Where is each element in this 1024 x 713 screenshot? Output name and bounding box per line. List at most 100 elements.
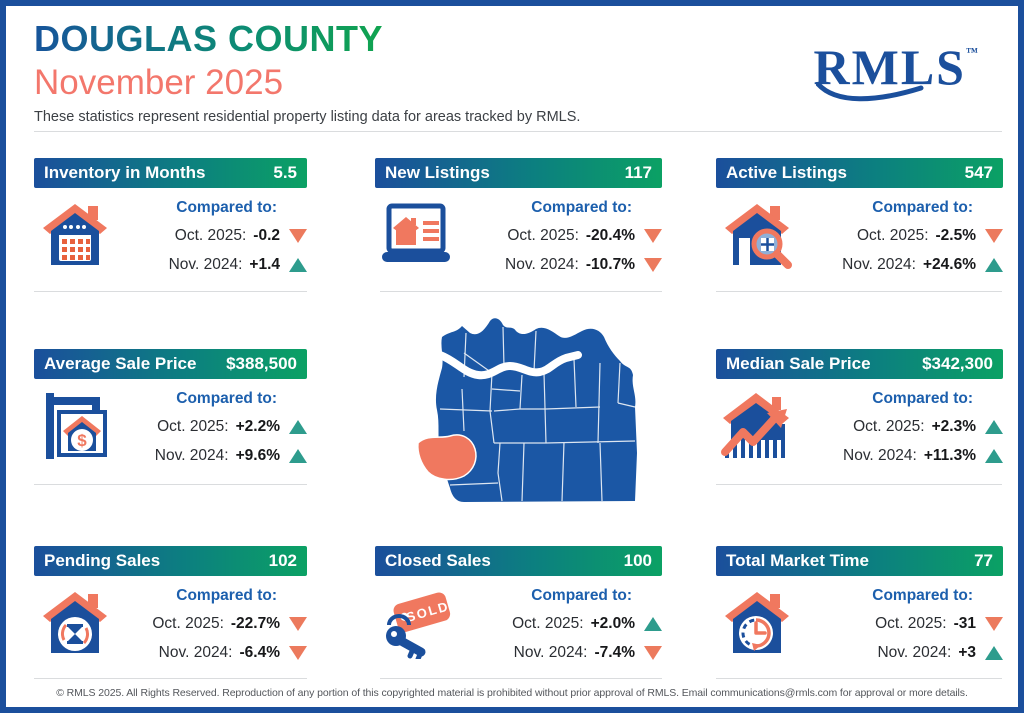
comparison-period: Oct. 2025: [853,418,925,435]
comparison-row: Nov. 2024: +11.3% [800,446,1003,466]
stat-value: $342,300 [922,354,993,373]
douglas-county-highlight [417,434,477,481]
comparison-value: +2.2% [235,418,280,435]
trend-icon [985,617,1003,631]
trend-icon [289,258,307,272]
compared-to-label: Compared to: [176,199,277,216]
comparison-period: Nov. 2024: [168,256,243,273]
comparison-row: Oct. 2025: +2.0% [459,614,662,634]
stat-value: 100 [623,551,652,570]
sale-sign-dollar-icon: $ [34,388,118,467]
comparison-row: Oct. 2025: -31 [800,614,1003,634]
comparison-value: -2.5% [935,227,977,244]
stat-title: Pending Sales [44,551,161,570]
comparison-value: -22.7% [230,615,280,632]
row-divider [34,484,307,485]
compared-to-label: Compared to: [176,587,277,604]
trend-icon [985,258,1003,272]
stat-header-bar: Closed Sales 100 [375,546,662,576]
comparison-row: Nov. 2024: +9.6% [118,446,307,466]
stat-header-bar: Total Market Time 77 [716,546,1003,576]
trend-icon [289,420,307,434]
svg-text:$: $ [77,431,87,450]
comparison-value: -10.7% [585,256,635,273]
stat-header-bar: Median Sale Price $342,300 [716,349,1003,379]
comparison-value: -0.2 [253,227,280,244]
oregon-state-shape [435,318,637,502]
comparison-row: Oct. 2025: +2.3% [800,417,1003,437]
comparison-period: Oct. 2025: [856,227,929,244]
row-divider [716,678,1002,679]
house-clock-icon [716,585,800,664]
stat-title: New Listings [385,163,490,182]
stat-header-bar: Pending Sales 102 [34,546,307,576]
trend-icon [289,229,307,243]
trend-icon [289,617,307,631]
stat-title: Active Listings [726,163,847,182]
comparison-value: +9.6% [235,447,280,464]
comparison-value: +2.0% [590,615,635,632]
page-title: DOUGLAS COUNTY [34,18,383,59]
stat-card-inventory-in-months: Inventory in Months 5.5 [34,158,307,276]
stat-header-bar: New Listings 117 [375,158,662,188]
stat-value: $388,500 [226,354,297,373]
comparison-value: -20.4% [585,227,635,244]
comparison-period: Nov. 2024: [843,447,917,464]
comparison-row: Oct. 2025: -2.5% [800,226,1003,246]
trend-icon [985,229,1003,243]
compared-to-label: Compared to: [872,587,973,604]
comparison-value: +1.4 [249,256,280,273]
stat-card-active-listings: Active Listings 547 Compared to: [716,158,1003,276]
comparison-value: -7.4% [594,644,636,661]
row-divider [34,678,307,679]
comparison-row: Nov. 2024: +3 [800,643,1003,663]
stat-value: 547 [964,163,993,182]
trend-icon [289,646,307,660]
row-divider [380,291,662,292]
comparison-row: Nov. 2024: +1.4 [118,255,307,275]
row-divider [34,291,307,292]
comparison-period: Nov. 2024: [513,644,588,661]
row-divider [716,291,1002,292]
comparison-period: Oct. 2025: [152,615,224,632]
stat-card-median-sale-price: Median Sale Price $342,300 [716,349,1003,467]
compared-to-label: Compared to: [872,390,973,407]
comparison-value: +2.3% [931,418,976,435]
house-trend-chart-icon [716,388,800,467]
stat-value: 5.5 [273,163,297,182]
comparison-row: Oct. 2025: -0.2 [118,226,307,246]
stat-title: Median Sale Price [726,354,871,373]
row-divider [380,678,662,679]
stat-card-pending-sales: Pending Sales 102 Compared [34,546,307,664]
trend-icon [289,449,307,463]
comparison-value: +24.6% [922,256,976,273]
trend-icon [985,420,1003,434]
stat-value: 102 [268,551,297,570]
trend-icon [644,258,662,272]
trend-icon [644,646,662,660]
columbia-river [436,351,582,380]
comparison-value: +3 [958,644,976,661]
compared-to-label: Compared to: [176,390,277,407]
comparison-period: Nov. 2024: [877,644,952,661]
comparison-value: -31 [953,615,976,632]
compared-to-label: Compared to: [872,199,973,216]
stat-card-average-sale-price: Average Sale Price $388,500 $ Compared t… [34,349,307,467]
row-divider [716,484,1002,485]
stat-value: 117 [624,163,652,182]
stat-title: Total Market Time [726,551,869,570]
stat-title: Average Sale Price [44,354,197,373]
stat-value: 77 [974,551,993,570]
logo-swash [815,82,924,102]
stat-header-bar: Inventory in Months 5.5 [34,158,307,188]
comparison-value: +11.3% [923,447,976,464]
compared-to-label: Compared to: [531,587,632,604]
house-hourglass-icon [34,585,118,664]
comparison-period: Nov. 2024: [505,256,579,273]
comparison-row: Nov. 2024: -6.4% [118,643,307,663]
comparison-period: Nov. 2024: [842,256,916,273]
trademark-symbol: ™ [966,45,978,59]
rmls-logo: RMLS™ [814,38,978,102]
oregon-county-map [404,303,646,518]
